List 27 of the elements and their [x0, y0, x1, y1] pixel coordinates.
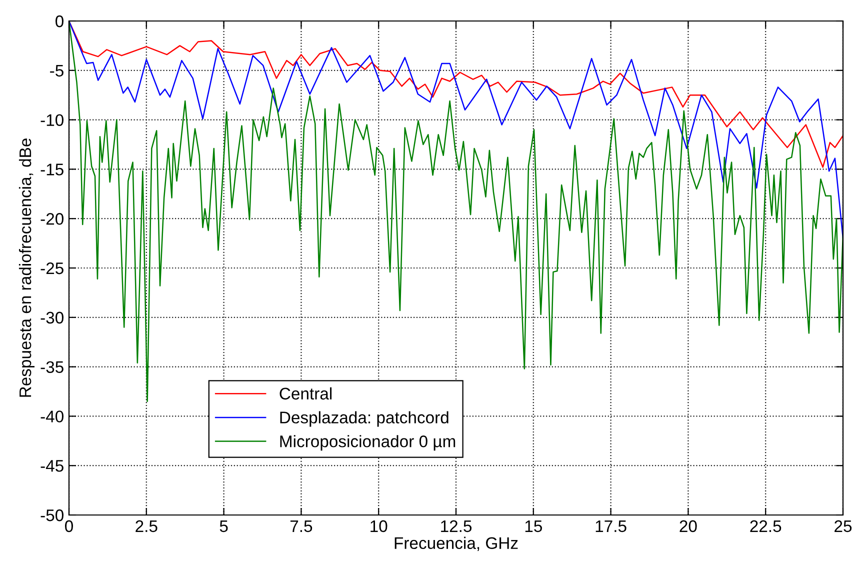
y-tick-label: -15 [40, 164, 64, 176]
y-tick-label: -50 [40, 509, 64, 522]
y-tick-label: 0 [56, 15, 64, 28]
x-tick-label: 15 [525, 520, 542, 532]
y-tick-label: -20 [40, 213, 64, 225]
y-axis-title: Respuesta en radiofrecuencia, dBe [18, 138, 34, 397]
x-tick-label: 22.5 [750, 520, 782, 532]
legend-label: Desplazada: patchcord [280, 411, 448, 427]
x-tick-label: 5 [220, 520, 228, 532]
legend-label: Microposicionador 0 µm [280, 435, 456, 451]
y-tick-label: -30 [40, 312, 64, 324]
x-tick-label: 25 [834, 520, 852, 532]
legend-label: Central [280, 387, 332, 400]
x-axis-title: Frecuencia, GHz [394, 536, 518, 551]
x-tick-label: 0 [65, 520, 73, 532]
x-tick-label: 7.5 [290, 520, 312, 532]
x-tick-label: 10 [370, 520, 388, 532]
y-tick-label: -10 [40, 114, 64, 126]
y-tick-label: -45 [40, 460, 64, 472]
y-tick-label: -25 [40, 262, 64, 274]
x-tick-label: 17.5 [596, 520, 626, 532]
y-tick-label: -40 [40, 410, 64, 422]
y-tick-label: -5 [50, 64, 64, 77]
x-tick-label: 12.5 [441, 520, 472, 532]
x-tick-label: 2.5 [136, 520, 158, 532]
x-tick-label: 20 [680, 520, 697, 532]
y-tick-label: -35 [40, 361, 64, 374]
